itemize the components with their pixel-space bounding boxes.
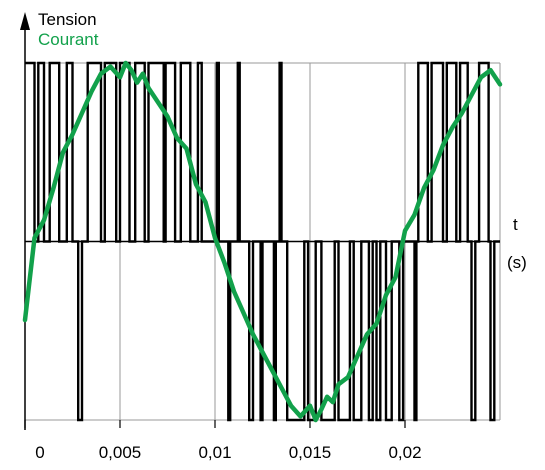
y-axis-arrow-icon: [20, 12, 30, 30]
x-tick-labels: 0 0,005 0,01 0,015 0,02: [25, 420, 422, 462]
x-tick-label: 0,01: [198, 443, 231, 462]
x-tick-label: 0,02: [388, 443, 421, 462]
x-label-unit: (s): [507, 253, 527, 272]
y-label-courant: Courant: [38, 30, 99, 49]
y-label-tension: Tension: [38, 10, 97, 29]
x-label-t: t: [513, 215, 518, 234]
axes: [20, 12, 30, 430]
x-tick-label: 0,015: [289, 443, 332, 462]
x-tick-label: 0: [35, 443, 44, 462]
x-tick-label: 0,005: [99, 443, 142, 462]
